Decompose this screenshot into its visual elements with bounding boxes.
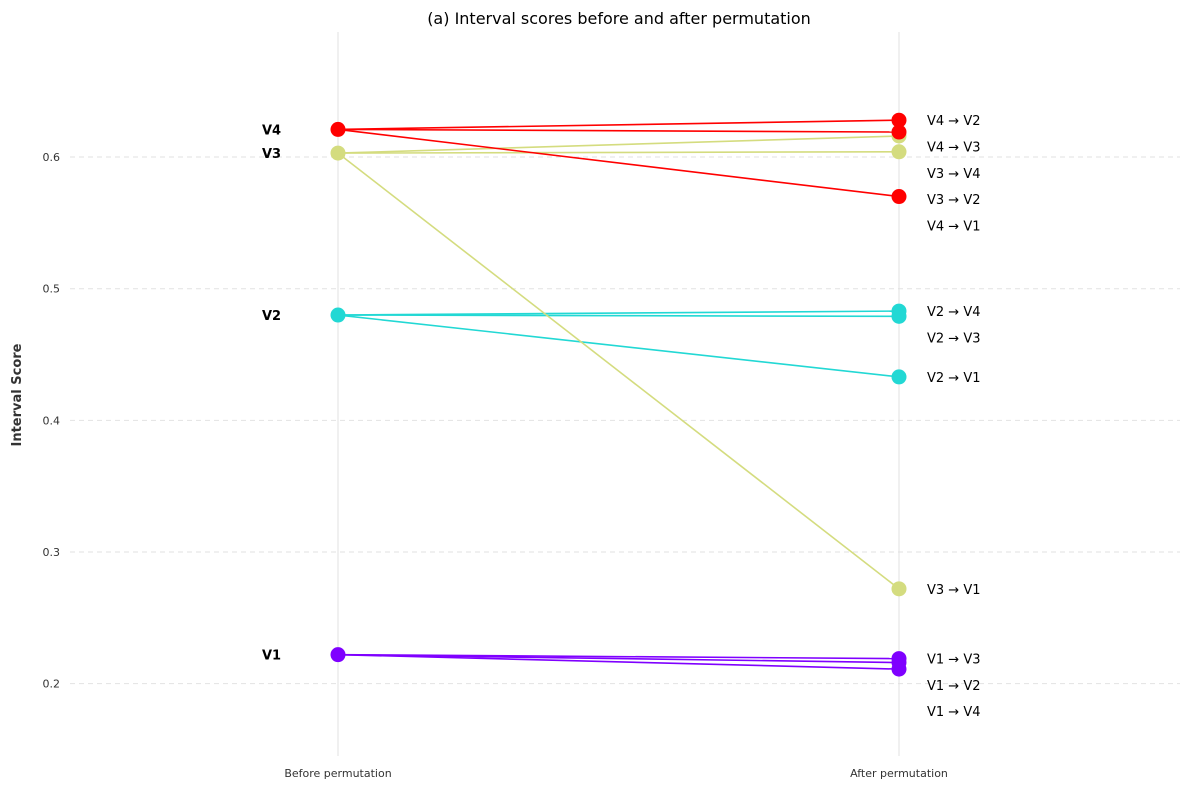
y-tick-label: 0.5 [43,283,61,296]
series-line [337,653,900,664]
variable-label: V4 [262,123,281,138]
series-line [337,653,900,670]
before-point [330,145,346,161]
series-line [337,128,900,198]
y-tick-label: 0.6 [43,151,61,164]
series-line [337,128,900,133]
series-line [337,119,900,131]
series-points [330,112,907,677]
grid-lines [70,156,1180,685]
x-tick-label: Before permutation [284,767,391,780]
x-tick-labels: Before permutation After permutation [284,767,948,780]
before-point [330,647,346,663]
after-point [891,124,907,140]
series-line [337,314,900,318]
permutation-labels: V4 → V2 V4 → V3 V3 → V4 V3 → V2 V4 → V1 V2 → … [927,114,981,720]
x-tick-label: After permutation [850,767,948,780]
permutation-label: V1 → V3 [927,653,981,668]
y-tick-label: 0.2 [43,678,61,691]
before-point [330,121,346,137]
permutation-label: V1 → V4 [927,705,981,720]
after-point [891,369,907,385]
permutation-label: V4 → V1 [927,220,981,235]
variable-label: V3 [262,147,281,162]
permutation-label: V2 → V3 [927,331,981,346]
after-point [891,661,907,677]
variable-label: V2 [262,309,281,324]
after-point [891,308,907,324]
after-point [891,144,907,160]
permutation-label: V2 → V4 [927,305,981,320]
permutation-label: V3 → V2 [927,193,981,208]
variable-label: V1 [262,649,281,664]
permutation-label: V2 → V1 [927,371,981,386]
y-tick-labels: 0.2 0.3 0.4 0.5 0.6 [43,151,61,691]
after-point [891,112,907,128]
variable-labels: V4 V3 V2 V1 [262,123,281,663]
after-point [891,581,907,597]
y-tick-label: 0.4 [43,414,61,427]
permutation-label: V1 → V2 [927,679,981,694]
series-line [337,135,900,154]
permutation-label: V3 → V1 [927,583,981,598]
permutation-label: V4 → V3 [927,141,981,156]
chart-title: (a) Interval scores before and after per… [427,9,811,28]
after-point [891,189,907,205]
series-line [337,150,900,154]
series-line [337,152,900,590]
y-axis-label: Interval Score [10,343,25,446]
series-line [337,310,900,316]
series-lines [337,119,900,670]
before-point [330,307,346,323]
permutation-label: V4 → V2 [927,114,981,129]
permutation-label: V3 → V4 [927,167,981,182]
y-tick-label: 0.3 [43,546,61,559]
category-axes [337,32,900,756]
series-line [337,314,900,378]
